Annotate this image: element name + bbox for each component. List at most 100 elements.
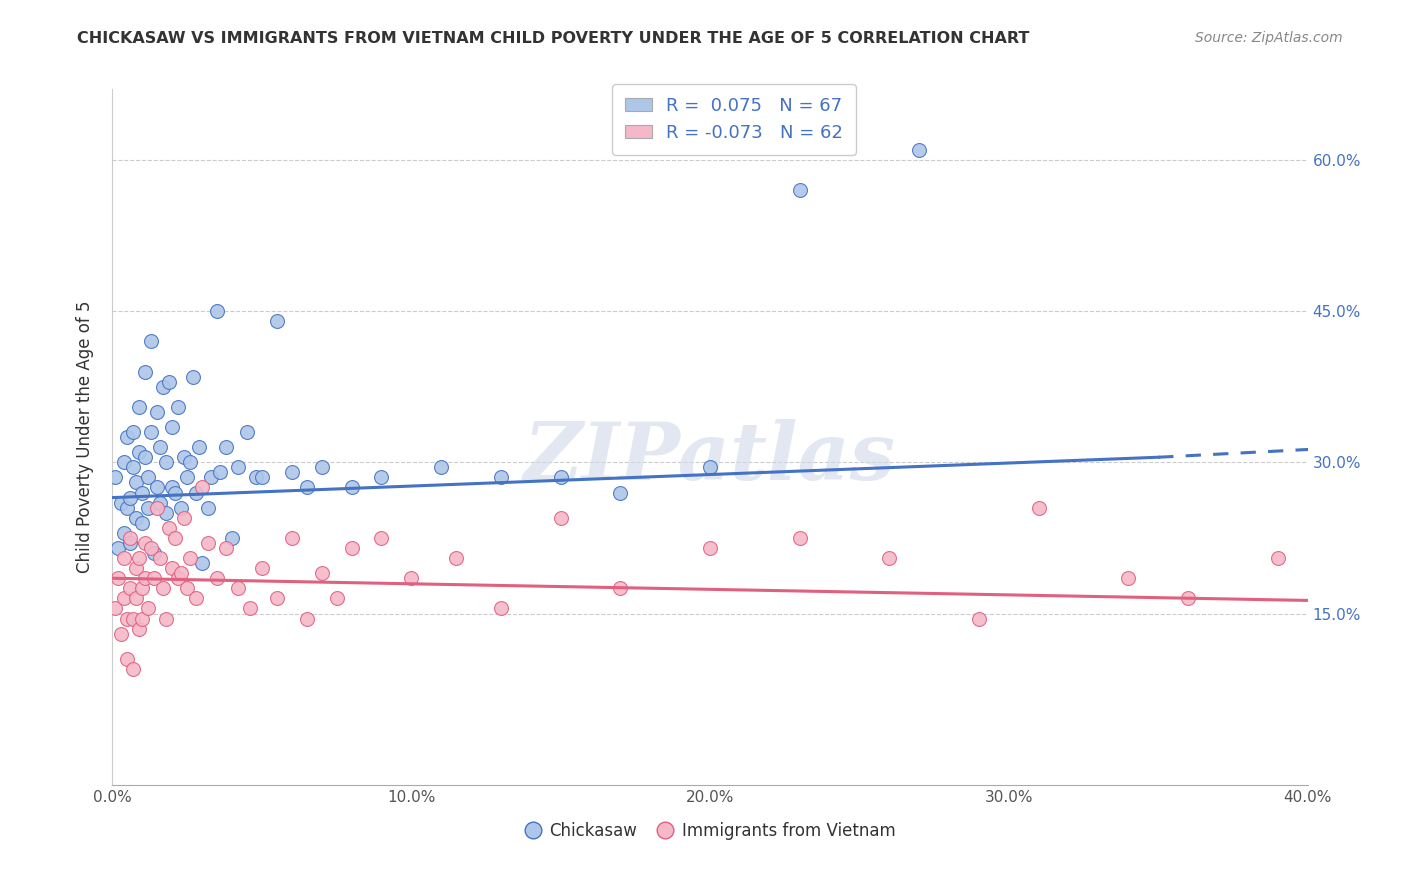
Point (162, 420, 183, 434)
Point (117, 611, 139, 625)
Point (104, 601, 127, 615)
Point (157, 375, 180, 389)
Point (340, 541, 363, 555)
Point (107, 571, 129, 585)
Point (311, 566, 333, 581)
Point (110, 626, 132, 640)
Point (176, 582, 198, 596)
Point (170, 500, 193, 515)
Point (295, 611, 318, 625)
Point (226, 582, 249, 596)
Point (152, 379, 174, 393)
Point (173, 510, 195, 524)
Text: Source: ZipAtlas.com: Source: ZipAtlas.com (1195, 31, 1343, 45)
Point (188, 440, 211, 454)
Point (205, 304, 228, 318)
Point (167, 400, 190, 414)
Point (125, 561, 148, 575)
Point (141, 425, 163, 439)
Point (120, 531, 142, 545)
Point (215, 541, 238, 555)
Point (250, 470, 273, 484)
Point (120, 536, 142, 550)
Point (1118, 571, 1140, 585)
Point (1267, 551, 1289, 566)
Point (197, 500, 219, 515)
Point (281, 531, 304, 545)
Point (191, 481, 214, 495)
Point (699, 460, 721, 475)
Point (157, 521, 180, 535)
Point (134, 536, 156, 550)
Point (250, 561, 273, 575)
Point (609, 582, 631, 596)
Point (162, 561, 183, 575)
Point (141, 541, 163, 555)
Point (138, 601, 160, 615)
Point (122, 425, 145, 439)
Point (167, 571, 190, 585)
Point (311, 460, 333, 475)
Point (444, 551, 467, 566)
Point (125, 475, 148, 490)
Point (143, 546, 166, 560)
Point (107, 541, 129, 555)
Point (789, 183, 811, 197)
Point (131, 582, 153, 596)
Point (149, 440, 172, 454)
Point (186, 591, 208, 606)
Point (221, 531, 243, 545)
Point (117, 430, 139, 444)
Point (122, 662, 145, 676)
Point (370, 470, 392, 484)
Point (609, 485, 631, 500)
Point (141, 334, 163, 349)
Point (128, 445, 150, 459)
Point (146, 405, 169, 419)
Point (908, 143, 931, 157)
Point (165, 531, 187, 545)
Point (197, 536, 219, 550)
Point (879, 551, 901, 566)
Point (117, 652, 139, 666)
Point (110, 495, 132, 509)
Point (128, 622, 150, 636)
Point (120, 582, 142, 596)
Point (162, 481, 183, 495)
Point (114, 591, 135, 606)
Point (370, 531, 392, 545)
Point (155, 455, 177, 469)
Point (165, 485, 187, 500)
Point (152, 582, 174, 596)
Point (128, 400, 150, 414)
Point (146, 500, 169, 515)
Point (179, 455, 201, 469)
Point (236, 425, 259, 439)
Point (155, 506, 177, 520)
Point (170, 566, 193, 581)
Point (176, 470, 198, 484)
Point (104, 470, 127, 484)
Point (122, 611, 145, 625)
Point (191, 556, 214, 570)
Point (114, 455, 135, 469)
Point (205, 571, 228, 585)
Point (245, 470, 267, 484)
Point (131, 516, 153, 530)
Point (266, 314, 288, 328)
Point (138, 470, 160, 484)
Point (215, 440, 238, 454)
Point (1177, 591, 1199, 606)
Point (120, 491, 142, 505)
Point (122, 460, 145, 475)
Point (138, 500, 160, 515)
Point (295, 481, 318, 495)
Point (209, 466, 232, 480)
Point (173, 450, 195, 465)
Point (149, 495, 172, 509)
Legend: Chickasaw, Immigrants from Vietnam: Chickasaw, Immigrants from Vietnam (517, 815, 903, 847)
Point (149, 551, 172, 566)
Point (125, 591, 148, 606)
Text: ZIPatlas: ZIPatlas (524, 419, 896, 497)
Text: CHICKASAW VS IMMIGRANTS FROM VIETNAM CHILD POVERTY UNDER THE AGE OF 5 CORRELATIO: CHICKASAW VS IMMIGRANTS FROM VIETNAM CHI… (77, 31, 1029, 46)
